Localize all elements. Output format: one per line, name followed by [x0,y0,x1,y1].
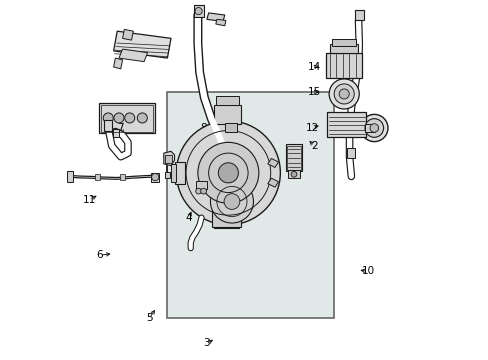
Circle shape [201,188,206,194]
Text: 8: 8 [200,123,206,133]
Polygon shape [122,30,133,40]
Bar [286,145,300,170]
Bar [285,144,301,171]
Bar [224,123,237,132]
Circle shape [195,188,201,194]
Polygon shape [163,151,174,166]
Circle shape [369,124,378,132]
Bar [165,172,169,178]
Circle shape [328,79,359,109]
Polygon shape [215,19,225,26]
Text: 2: 2 [310,141,317,151]
Text: 1: 1 [253,202,260,212]
Polygon shape [267,158,278,167]
Circle shape [176,121,280,225]
Bar [212,211,241,226]
Bar [94,174,100,180]
Bar [171,164,176,182]
Bar [164,155,172,163]
Circle shape [195,8,202,15]
Circle shape [198,142,258,203]
Circle shape [137,113,147,123]
Circle shape [151,174,159,181]
Bar [151,173,159,182]
Circle shape [124,113,135,123]
Bar [67,171,73,182]
Polygon shape [113,58,122,69]
Bar [167,92,333,318]
Polygon shape [206,13,224,22]
Text: 3: 3 [203,338,210,348]
Text: 12: 12 [305,123,319,133]
Polygon shape [119,49,147,62]
Bar [364,124,374,132]
Circle shape [114,113,124,123]
Bar [174,162,185,184]
Text: 6: 6 [96,250,102,260]
Bar [120,174,125,180]
Text: 9: 9 [196,177,203,187]
Bar [214,105,241,125]
Bar [196,181,206,189]
Bar [287,170,300,178]
Text: 7: 7 [117,123,124,133]
Circle shape [360,114,387,141]
Bar [104,121,112,131]
Text: 11: 11 [83,195,96,205]
Circle shape [364,119,383,137]
Bar [214,218,239,228]
Circle shape [210,180,253,223]
Circle shape [224,194,239,210]
Polygon shape [113,31,171,58]
Circle shape [218,163,238,183]
Bar [325,53,362,78]
Circle shape [333,84,353,104]
Text: 4: 4 [185,213,192,222]
Bar [112,129,119,137]
Circle shape [290,171,296,177]
Text: 14: 14 [307,62,321,72]
Text: 13: 13 [371,123,385,133]
Bar [346,148,354,158]
Polygon shape [267,178,278,187]
Bar [332,39,355,45]
Text: 10: 10 [361,266,374,276]
Text: 5: 5 [146,313,152,323]
Bar [329,44,357,53]
Bar [101,105,153,132]
Bar [193,5,203,17]
Bar [99,103,155,134]
Text: 15: 15 [307,87,321,97]
Circle shape [103,113,113,123]
Bar [326,112,366,137]
Bar [354,10,363,21]
Bar [215,96,239,105]
Circle shape [339,89,348,99]
Bar [220,162,227,171]
